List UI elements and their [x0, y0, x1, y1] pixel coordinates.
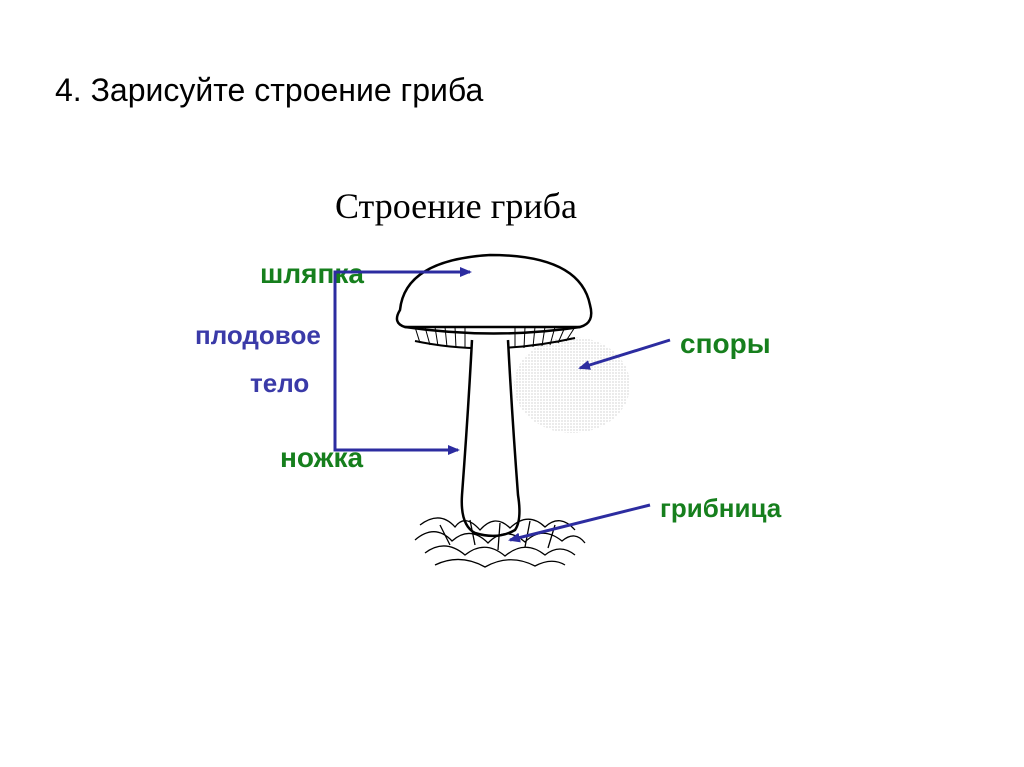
arrows-layer: [0, 0, 1024, 767]
page: 4. Зарисуйте строение гриба Строение гри…: [0, 0, 1024, 767]
arrow-spores: [580, 340, 670, 368]
bracket-fruiting-body: [335, 272, 370, 450]
arrow-mycelium: [510, 505, 650, 540]
